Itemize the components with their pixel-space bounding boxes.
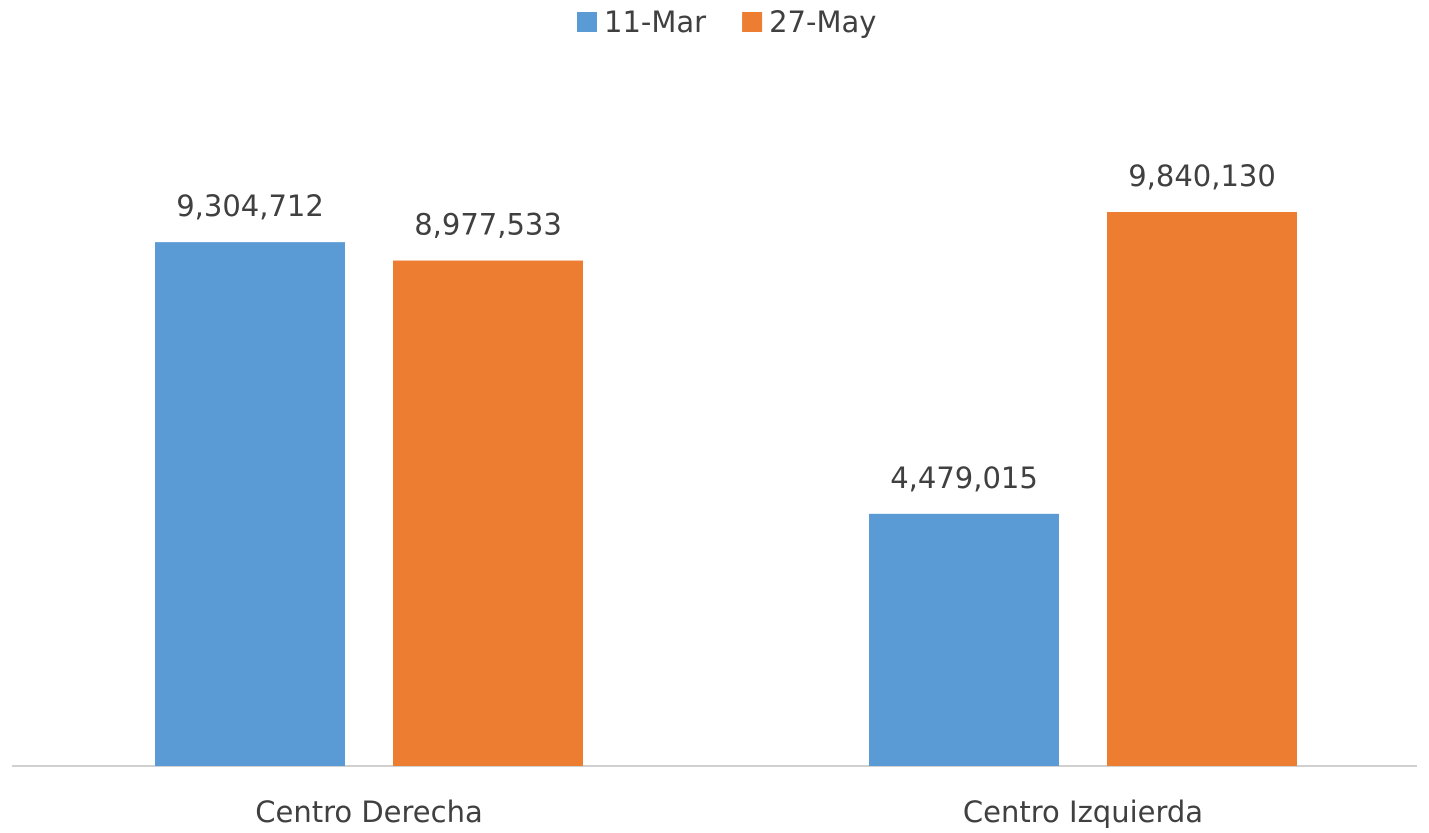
bar [869, 513, 1059, 766]
data-label: 4,479,015 [890, 461, 1038, 495]
x-tick-label: Centro Izquierda [963, 795, 1203, 829]
bar [393, 260, 583, 766]
data-label: 9,840,130 [1128, 159, 1276, 193]
legend: 11-Mar 27-May [577, 5, 876, 39]
legend-label: 11-Mar [604, 5, 706, 39]
legend-label: 27-May [769, 5, 876, 39]
x-tick-label: Centro Derecha [255, 795, 482, 829]
bar [1107, 212, 1297, 766]
legend-swatch [742, 12, 763, 32]
data-label: 9,304,712 [176, 189, 324, 223]
legend-swatch [577, 12, 597, 32]
data-label: 8,977,533 [414, 208, 562, 242]
bar [155, 242, 345, 767]
